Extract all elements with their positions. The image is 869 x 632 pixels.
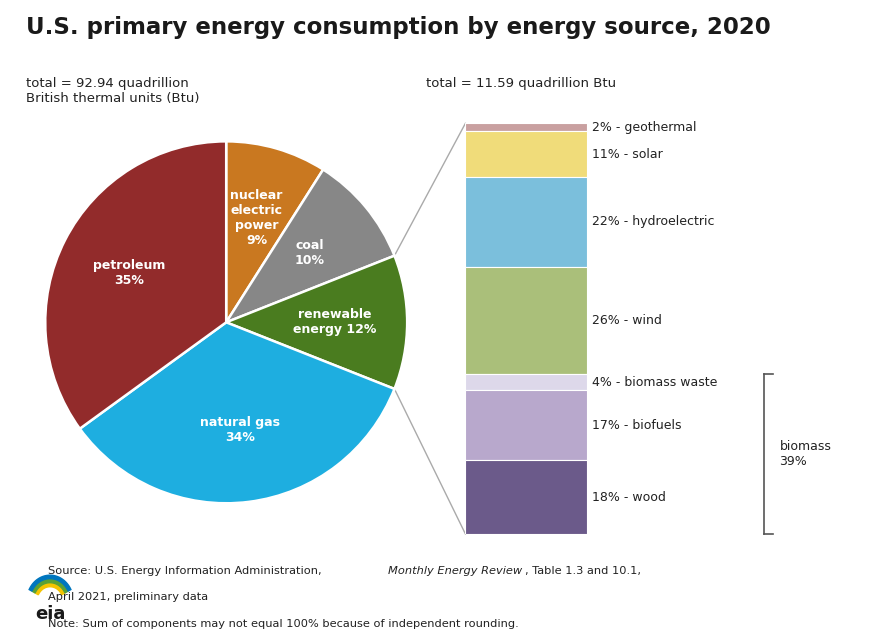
Wedge shape [226, 142, 322, 322]
Wedge shape [226, 169, 394, 322]
Polygon shape [36, 583, 64, 595]
Text: Source: U.S. Energy Information Administration,: Source: U.S. Energy Information Administ… [48, 566, 325, 576]
Wedge shape [45, 142, 226, 428]
Text: , Table 1.3 and 10.1,: , Table 1.3 and 10.1, [524, 566, 640, 576]
Text: petroleum
35%: petroleum 35% [93, 259, 165, 287]
Text: 11% - solar: 11% - solar [591, 147, 662, 161]
Text: natural gas
34%: natural gas 34% [200, 416, 280, 444]
Text: 26% - wind: 26% - wind [591, 314, 661, 327]
Text: total = 11.59 quadrillion Btu: total = 11.59 quadrillion Btu [426, 77, 616, 90]
Text: renewable
energy 12%: renewable energy 12% [293, 308, 376, 336]
Text: 4% - biomass waste: 4% - biomass waste [591, 375, 716, 389]
Bar [465, 460, 587, 534]
Polygon shape [29, 575, 71, 591]
Text: U.S. primary energy consumption by energy source, 2020: U.S. primary energy consumption by energ… [26, 16, 770, 39]
Bar [465, 123, 587, 131]
Text: biomass
39%: biomass 39% [779, 440, 831, 468]
Text: Note: Sum of components may not equal 100% because of independent rounding.: Note: Sum of components may not equal 10… [48, 619, 518, 629]
Bar [465, 374, 587, 390]
Polygon shape [32, 579, 68, 593]
Bar [465, 267, 587, 374]
Text: 17% - biofuels: 17% - biofuels [591, 418, 680, 432]
Text: coal
10%: coal 10% [295, 239, 324, 267]
Text: 18% - wood: 18% - wood [591, 490, 665, 504]
Bar [465, 176, 587, 267]
Bar [465, 390, 587, 460]
Text: total = 92.94 quadrillion
British thermal units (Btu): total = 92.94 quadrillion British therma… [26, 77, 199, 105]
Text: April 2021, preliminary data: April 2021, preliminary data [48, 592, 208, 602]
Wedge shape [80, 322, 394, 503]
Text: Monthly Energy Review: Monthly Energy Review [388, 566, 521, 576]
Bar [465, 131, 587, 176]
Text: 22% - hydroelectric: 22% - hydroelectric [591, 216, 713, 228]
Text: nuclear
electric
power
9%: nuclear electric power 9% [230, 189, 282, 247]
Text: eia: eia [35, 605, 65, 623]
Text: 2% - geothermal: 2% - geothermal [591, 121, 695, 134]
Wedge shape [226, 256, 407, 389]
